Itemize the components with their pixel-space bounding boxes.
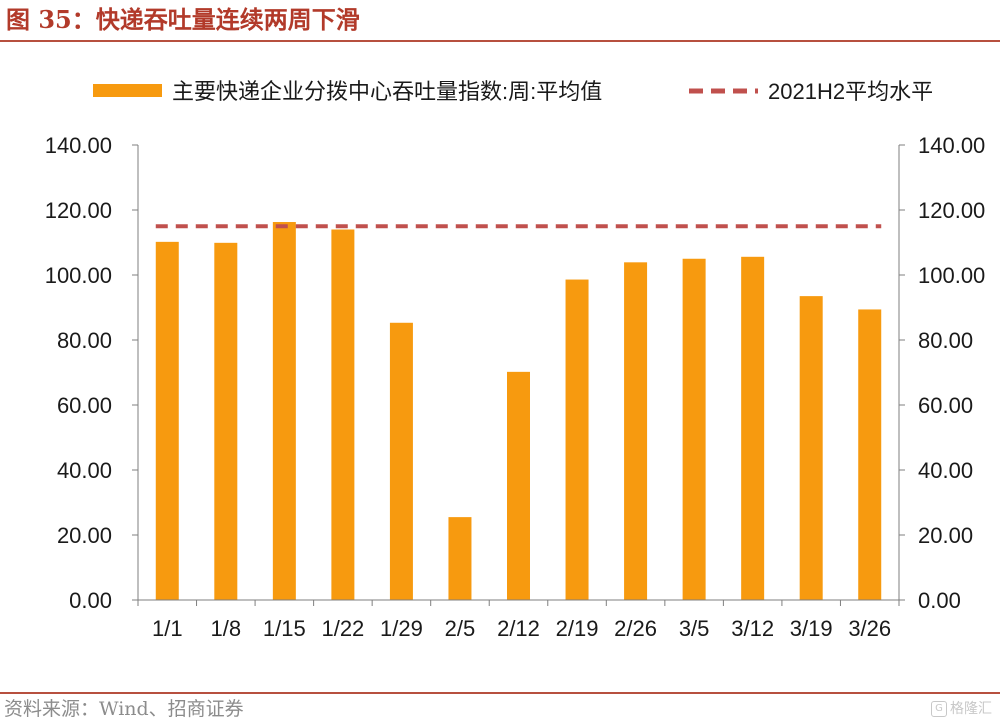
bar	[858, 309, 882, 600]
bar	[331, 229, 355, 600]
left-tick-label: 120.00	[45, 198, 112, 223]
right-tick-label: 100.00	[918, 263, 985, 288]
bar	[155, 241, 179, 600]
left-y-axis: 0.00 20.00 40.00 60.00 80.00 100.00 120.00 140.…	[45, 133, 139, 613]
x-tick-label: 3/19	[790, 616, 833, 641]
left-tick-label: 60.00	[57, 393, 112, 418]
x-tick-label: 2/19	[556, 616, 599, 641]
bar	[565, 279, 589, 600]
watermark: G 格隆汇	[931, 698, 992, 720]
bar	[799, 296, 823, 600]
chart-legend: 主要快递企业分拨中心吞吐量指数:周:平均值 2021H2平均水平	[93, 79, 933, 104]
bar	[682, 258, 706, 600]
x-tick-label: 1/29	[380, 616, 423, 641]
right-tick-label: 40.00	[918, 458, 973, 483]
figure-title: 图 35：快递吞吐量连续两周下滑	[6, 5, 360, 34]
right-tick-label: 20.00	[918, 523, 973, 548]
x-tick-label: 2/12	[497, 616, 540, 641]
x-tick-label: 2/5	[445, 616, 476, 641]
title-divider	[0, 40, 1000, 42]
x-tick-label: 3/5	[679, 616, 710, 641]
left-tick-label: 80.00	[57, 328, 112, 353]
x-tick-label: 1/15	[263, 616, 306, 641]
right-y-axis: 0.00 20.00 40.00 60.00 80.00 100.00 120.00 140.…	[898, 133, 985, 613]
x-tick-label: 2/26	[614, 616, 657, 641]
x-tick-label: 3/26	[848, 616, 891, 641]
watermark-text: 格隆汇	[950, 701, 992, 717]
right-tick-label: 80.00	[918, 328, 973, 353]
x-tick-label: 3/12	[731, 616, 774, 641]
x-tick-label: 1/22	[321, 616, 364, 641]
bar	[389, 322, 413, 600]
bar	[214, 242, 238, 600]
x-axis: 1/1 1/8 1/15 1/22 1/29 2/5 2/12 2/19 2/26 3/5 3/12…	[137, 599, 900, 641]
legend-line-label: 2021H2平均水平	[768, 79, 933, 104]
right-tick-label: 0.00	[918, 588, 961, 613]
right-tick-label: 120.00	[918, 198, 985, 223]
left-tick-label: 0.00	[69, 588, 112, 613]
source-note: 资料来源：Wind、招商证券	[4, 698, 244, 720]
bar	[448, 517, 472, 600]
legend-bar-swatch	[93, 84, 162, 97]
left-tick-label: 100.00	[45, 263, 112, 288]
bar	[741, 256, 765, 600]
legend-bar-label: 主要快递企业分拨中心吞吐量指数:周:平均值	[172, 79, 602, 104]
x-tick-label: 1/1	[152, 616, 183, 641]
right-tick-label: 140.00	[918, 133, 985, 158]
x-tick-label: 1/8	[211, 616, 242, 641]
bar	[272, 222, 296, 600]
bar	[624, 262, 648, 600]
bar-series	[155, 222, 882, 600]
left-tick-label: 140.00	[45, 133, 112, 158]
bar-chart: 主要快递企业分拨中心吞吐量指数:周:平均值 2021H2平均水平 0.00 20.…	[45, 79, 986, 641]
footer-divider	[0, 692, 1000, 694]
left-tick-label: 20.00	[57, 523, 112, 548]
left-tick-label: 40.00	[57, 458, 112, 483]
right-tick-label: 60.00	[918, 393, 973, 418]
bar	[507, 371, 530, 600]
watermark-logo-icon: G	[931, 701, 947, 717]
